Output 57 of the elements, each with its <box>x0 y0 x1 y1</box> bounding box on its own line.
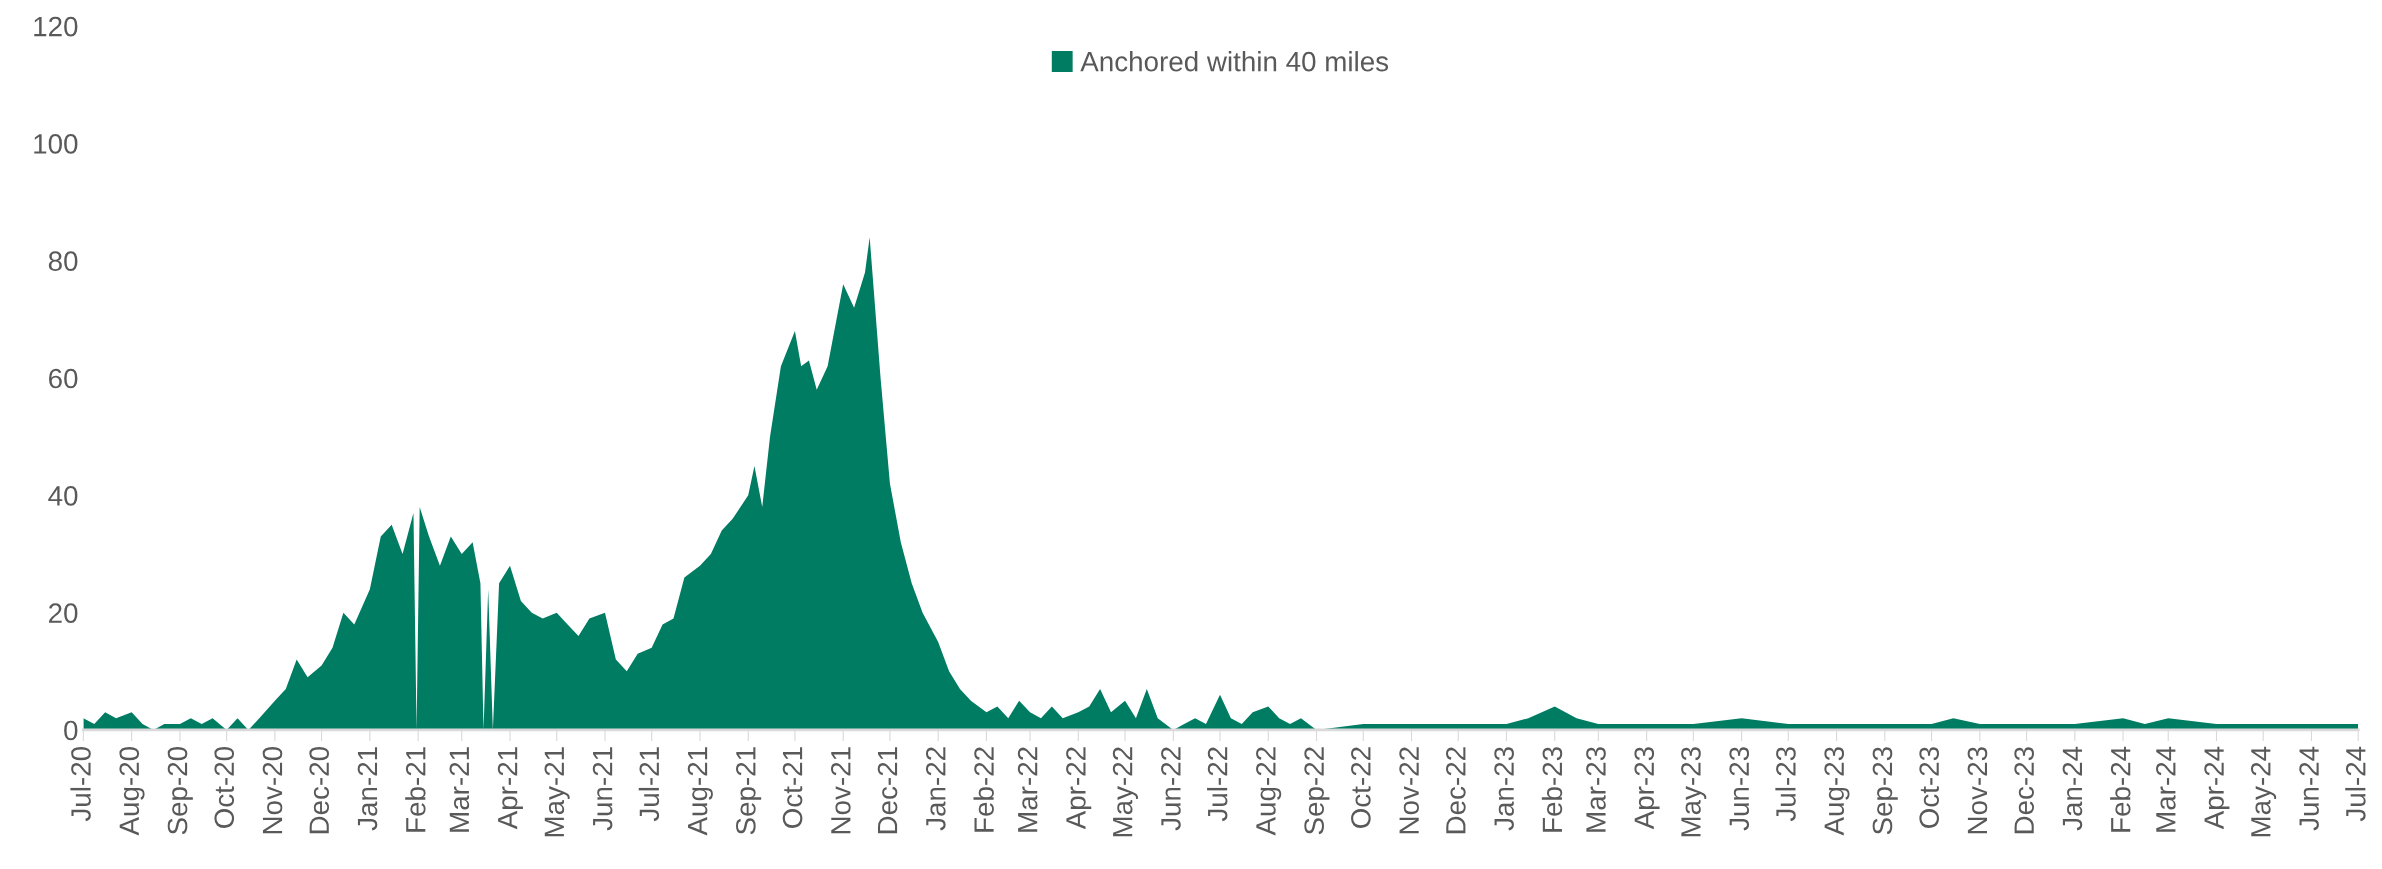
x-tick-label: Jan-21 <box>357 747 378 831</box>
x-tick-label: Oct-22 <box>1351 747 1371 828</box>
x-tick-label: Mar-21 <box>449 747 470 832</box>
x-tick-label: Jul-23 <box>1775 747 1796 822</box>
x-tick-label: Nov-20 <box>262 747 283 834</box>
x-tick-label: Nov-22 <box>1399 747 1419 834</box>
x-tick-label: Apr-22 <box>1066 747 1092 830</box>
x-tick-label: May-23 <box>1681 747 1707 837</box>
x-tick-label: Oct-20 <box>214 747 235 828</box>
x-tick-label: Apr-23 <box>1634 747 1660 830</box>
x-tick-label: Sep-23 <box>1872 747 1898 835</box>
x-tick-label: Sep-22 <box>1304 747 1330 835</box>
legend-label: Anchored within 40 miles <box>1080 51 1389 72</box>
y-tick-label: 120 <box>34 16 78 37</box>
x-tick-label: Jun-21 <box>592 747 613 831</box>
x-tick-label: May-24 <box>2250 746 2277 837</box>
x-tick-label: Jul-21 <box>638 747 660 822</box>
x-tick-label: Feb-21 <box>405 747 426 832</box>
x-tick-label: Aug-22 <box>1256 747 1282 836</box>
x-tick-label: Dec-20 <box>309 747 330 834</box>
x-tick-label: Nov-21 <box>830 747 851 834</box>
x-tick-label: Aug-23 <box>1824 747 1850 836</box>
x-tick-label: Dec-23 <box>2014 747 2034 834</box>
x-tick-label: Jul-22 <box>1207 747 1228 822</box>
x-tick-label: Sep-21 <box>736 747 762 835</box>
x-tick-label: Jun-24 <box>2299 746 2319 831</box>
x-tick-label: Jan-24 <box>2062 746 2083 831</box>
x-tick-label: Jan-23 <box>1494 747 1514 831</box>
x-tick-label: Jun-23 <box>1729 747 1750 831</box>
x-tick-label: Nov-23 <box>1967 747 1988 834</box>
x-tick-label: Feb-22 <box>973 747 994 832</box>
x-tick-label: Jul-24 <box>2345 746 2366 822</box>
y-tick-label: 20 <box>49 603 78 623</box>
y-tick-label: 0 <box>64 720 78 741</box>
y-tick-label: 80 <box>48 251 78 272</box>
x-tick-label: Mar-22 <box>1017 747 1038 832</box>
x-tick-label: Apr-21 <box>497 747 523 830</box>
y-tick-label: 40 <box>48 486 78 506</box>
x-tick-label: Aug-20 <box>119 747 145 836</box>
x-tick-label: Mar-24 <box>2156 746 2176 832</box>
x-tick-label: Apr-24 <box>2204 746 2230 830</box>
y-tick-label: 100 <box>34 134 78 154</box>
x-tick-label: Dec-22 <box>1446 747 1466 834</box>
x-tick-label: Jun-22 <box>1161 747 1181 831</box>
x-tick-label: Jan-22 <box>925 747 946 831</box>
x-tick-label: Sep-20 <box>167 747 193 835</box>
x-tick-label: Oct-21 <box>782 747 803 828</box>
x-tick-label: Feb-24 <box>2110 746 2131 832</box>
x-tick-label: Oct-23 <box>1919 747 1940 828</box>
x-tick-label: Mar-23 <box>1586 747 1606 832</box>
x-tick-label: Aug-21 <box>687 747 713 836</box>
x-tick-label: May-21 <box>544 747 570 837</box>
x-tick-label: Dec-21 <box>877 747 898 834</box>
x-tick-label: May-22 <box>1112 747 1138 837</box>
x-tick-label: Feb-23 <box>1541 747 1563 832</box>
x-tick-label: Jul-20 <box>70 747 91 822</box>
y-tick-label: 60 <box>49 368 78 389</box>
